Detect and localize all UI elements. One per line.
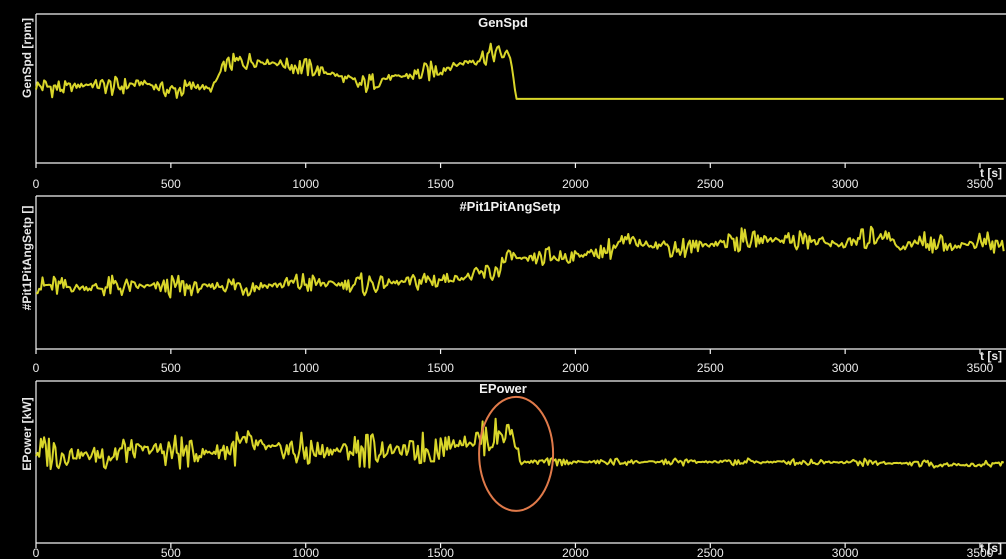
x-tick-label: 3000 (832, 361, 859, 375)
x-tick-label: 1000 (292, 546, 319, 559)
chart-panel-genspd: GenSpd GenSpd [rpm] 0 500 1000 1500 2000 2500… (20, 13, 1006, 191)
y-axis-label: EPower [kW] (20, 397, 34, 470)
x-tick-label: 0 (33, 546, 40, 559)
x-tick-label: 0 (33, 177, 40, 191)
x-tick-label: 1000 (292, 361, 319, 375)
x-tick-label: 2500 (697, 361, 724, 375)
chart-title: GenSpd (478, 15, 528, 30)
x-tick-label: 0 (33, 361, 40, 375)
x-tick-label: 1500 (427, 177, 454, 191)
series-line-epower (35, 417, 1005, 471)
x-axis-unit-label: t [s] (980, 541, 1002, 555)
y-axis-label: GenSpd [rpm] (20, 18, 34, 98)
x-tick-label: 2000 (562, 177, 589, 191)
x-tick-label: 3000 (832, 546, 859, 559)
x-tick-label: 3500 (967, 177, 994, 191)
x-axis-ticks: 0 500 1000 1500 2000 2500 3000 3500 (33, 349, 994, 375)
x-axis-ticks: 0 500 1000 1500 2000 2500 3000 3500 (33, 163, 994, 191)
x-axis-ticks: 0 500 1000 1500 2000 2500 3000 3500 (33, 543, 994, 559)
x-tick-label: 2000 (562, 546, 589, 559)
x-axis-unit-label: t [s] (980, 349, 1002, 363)
x-tick-label: 1000 (292, 177, 319, 191)
x-tick-label: 3000 (832, 177, 859, 191)
x-tick-label: 2500 (697, 177, 724, 191)
chart-title: #Pit1PitAngSetp (459, 199, 560, 214)
x-tick-label: 2500 (697, 546, 724, 559)
x-axis-unit-label: t [s] (980, 166, 1002, 180)
x-tick-label: 3500 (967, 361, 994, 375)
chart-panel-epower: EPower EPower [kW] 0 500 1000 1500 2000 2500 3… (20, 380, 1006, 559)
y-axis-label: #Pit1PitAngSetp [] (20, 206, 34, 311)
series-line-pit1pitangsetp (36, 225, 1005, 299)
chart-panel-pit1pitangsetp: #Pit1PitAngSetp #Pit1PitAngSetp [] 0 500 1… (20, 195, 1006, 375)
x-tick-label: 500 (161, 546, 181, 559)
x-tick-label: 2000 (562, 361, 589, 375)
chart-title: EPower (479, 381, 527, 396)
x-tick-label: 500 (161, 361, 181, 375)
x-tick-label: 3500 (967, 546, 994, 559)
x-tick-label: 500 (161, 177, 181, 191)
x-tick-label: 1500 (427, 546, 454, 559)
highlight-ellipse-annotation (478, 395, 555, 512)
series-line-genspd (35, 42, 1004, 100)
x-tick-label: 1500 (427, 361, 454, 375)
